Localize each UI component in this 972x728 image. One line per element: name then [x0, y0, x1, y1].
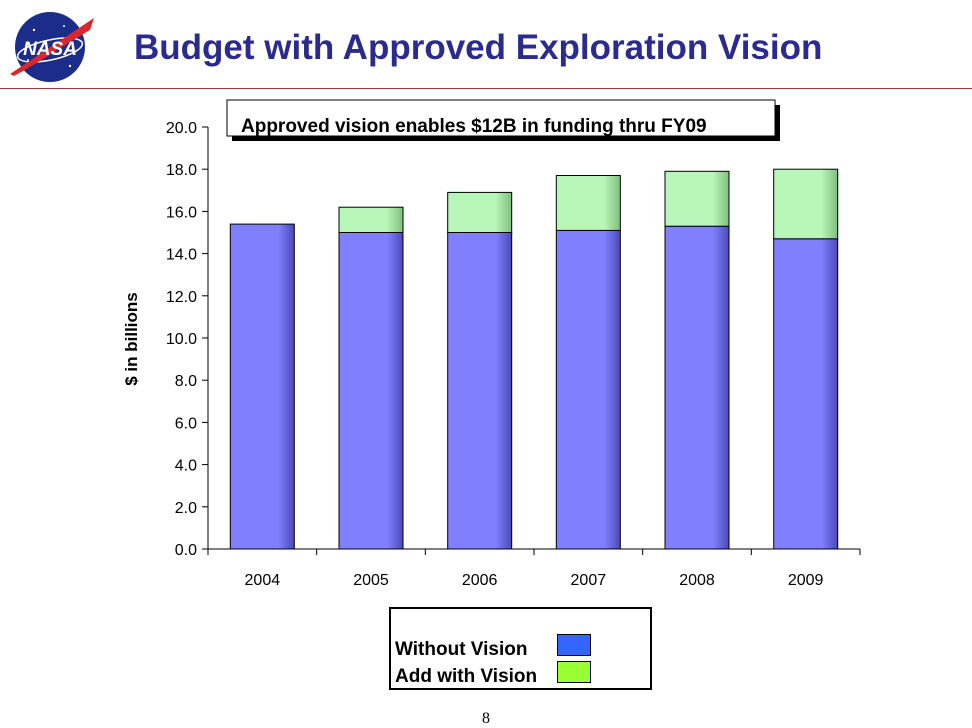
y-tick-label: 8.0	[175, 373, 197, 390]
logo-wordmark: NASA	[23, 39, 77, 60]
title-divider	[0, 88, 972, 89]
x-tick-label: 2008	[679, 572, 715, 589]
bar-add-with-vision-2006	[447, 191, 513, 233]
bar-add-with-vision-2008	[664, 170, 730, 227]
legend-label: Without Vision	[395, 639, 528, 660]
bars-layer	[229, 168, 839, 550]
bar-add-with-vision-2005	[338, 206, 404, 233]
bar-without-vision-2005	[338, 232, 404, 550]
nasa-logo: NASA	[10, 12, 94, 82]
x-tick-label: 2007	[571, 572, 607, 589]
y-tick-label: 18.0	[166, 162, 197, 179]
legend-swatch-without-vision	[557, 634, 591, 656]
axes-layer: 0.0 2.0 4.0 6.0 8.0 10.0 12.0 14.0 16.0 18.0 20.0 2…	[166, 120, 861, 589]
y-axis-label: $ in billions	[122, 292, 141, 386]
y-tick-label: 10.0	[166, 331, 197, 348]
y-tick-label: 20.0	[166, 120, 197, 137]
y-tick-label: 12.0	[166, 289, 197, 306]
legend-swatch-add-with-vision	[557, 661, 591, 683]
y-tick-label: 16.0	[166, 204, 197, 221]
y-tick-label: 2.0	[175, 500, 197, 517]
y-tick-label: 4.0	[175, 458, 197, 475]
x-tick-label: 2004	[245, 572, 281, 589]
y-tick-label: 14.0	[166, 247, 197, 264]
bar-add-with-vision-2007	[555, 175, 621, 231]
x-tick-label: 2009	[788, 572, 824, 589]
annotation-box: Approved vision enables $12B in funding …	[226, 99, 780, 141]
chart-legend: Without Vision Add with Vision	[389, 607, 652, 690]
y-tick-label: 6.0	[175, 415, 197, 432]
bar-without-vision-2007	[555, 229, 621, 550]
bar-without-vision-2004	[229, 223, 295, 550]
bar-add-with-vision-2009	[773, 168, 839, 240]
annotation-frame	[226, 99, 776, 137]
y-tick-label: 0.0	[175, 542, 197, 559]
bar-without-vision-2008	[664, 225, 730, 550]
bar-without-vision-2009	[773, 238, 839, 550]
bar-without-vision-2006	[447, 232, 513, 550]
page-number: 8	[482, 710, 490, 727]
x-tick-label: 2005	[353, 572, 389, 589]
x-tick-label: 2006	[462, 572, 498, 589]
page-title: Budget with Approved Exploration Vision	[134, 28, 823, 67]
annotation-text: Approved vision enables $12B in funding …	[241, 116, 707, 137]
legend-label: Add with Vision	[395, 666, 538, 687]
